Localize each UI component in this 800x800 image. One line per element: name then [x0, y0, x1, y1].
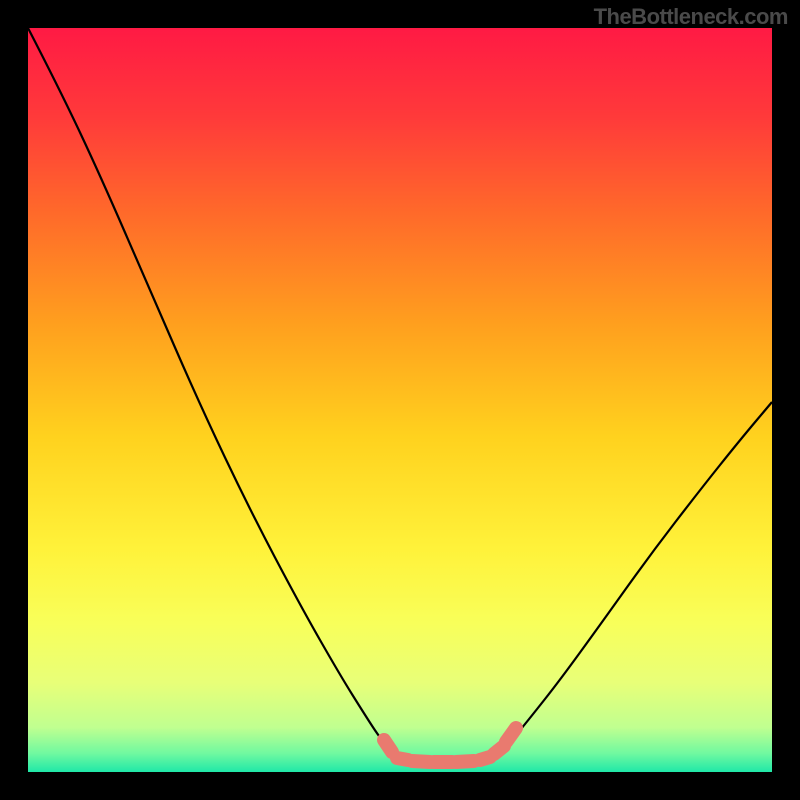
marker-segment: [384, 740, 392, 752]
chart-container: TheBottleneck.com: [0, 0, 800, 800]
marker-segment: [506, 728, 516, 742]
marker-segment: [456, 761, 474, 762]
plot-background: [28, 28, 772, 772]
watermark-text: TheBottleneck.com: [594, 4, 788, 30]
bottleneck-curve-chart: [0, 0, 800, 800]
